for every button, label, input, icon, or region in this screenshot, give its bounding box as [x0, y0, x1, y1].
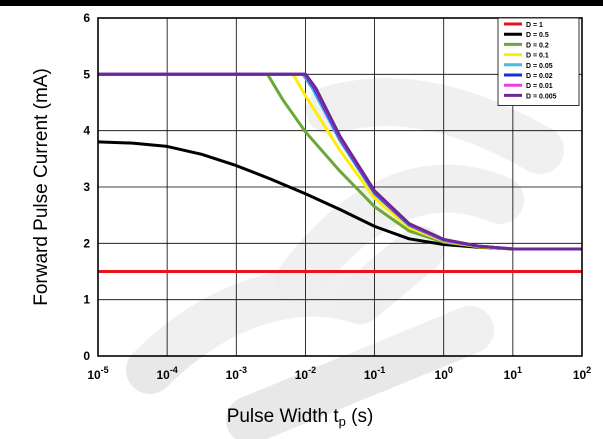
- y-tick-label: 2: [83, 236, 90, 250]
- watermark-stroke: [336, 226, 444, 324]
- watermark-stroke: [126, 268, 384, 394]
- watermark-stroke: [226, 306, 494, 439]
- x-tick-label: 101: [504, 365, 522, 382]
- x-tick-label: 10-3: [226, 365, 247, 382]
- x-tick-label: 10-1: [364, 365, 385, 382]
- x-tick-label: 102: [573, 365, 591, 382]
- legend-label: D = 0.5: [526, 32, 549, 39]
- legend-box: [497, 17, 580, 106]
- x-axis-title: Pulse Width tp (s): [227, 406, 374, 429]
- y-axis-title: Forward Pulse Current (mA): [31, 68, 52, 306]
- watermark-stroke: [306, 78, 564, 174]
- top-header-bar: [0, 0, 603, 6]
- legend-label: D = 0.01: [526, 83, 553, 90]
- legend-label: D = 0.2: [526, 42, 549, 49]
- watermark-stroke: [276, 164, 524, 304]
- legend-label: D = 0.05: [526, 63, 553, 70]
- legend: D = 1 D = 0.5 D = 0.2 D = 0.1 D = 0.05 D = 0.…: [497, 17, 580, 106]
- watermark: [126, 78, 564, 439]
- legend-label: D = 0.1: [526, 53, 549, 60]
- x-tick-label: 10-5: [87, 365, 108, 382]
- legend-label: D = 0.005: [526, 93, 557, 100]
- legend-label: D = 0.02: [526, 73, 553, 80]
- plot-frame: [97, 17, 583, 357]
- y-tick-label: 1: [83, 293, 90, 307]
- y-tick-label: 0: [83, 349, 90, 363]
- y-tick-label: 3: [83, 180, 90, 194]
- x-tick-label: 10-2: [295, 365, 316, 382]
- series-group: [97, 72, 582, 273]
- x-tick-label: 100: [435, 365, 453, 382]
- series-line-d0p005: [98, 72, 582, 251]
- y-tick-label: 4: [83, 124, 90, 138]
- y-tick-label: 5: [83, 67, 90, 81]
- legend-label: D = 1: [526, 22, 543, 29]
- y-tick-label: 6: [83, 11, 90, 25]
- x-tick-label: 10-4: [156, 365, 177, 382]
